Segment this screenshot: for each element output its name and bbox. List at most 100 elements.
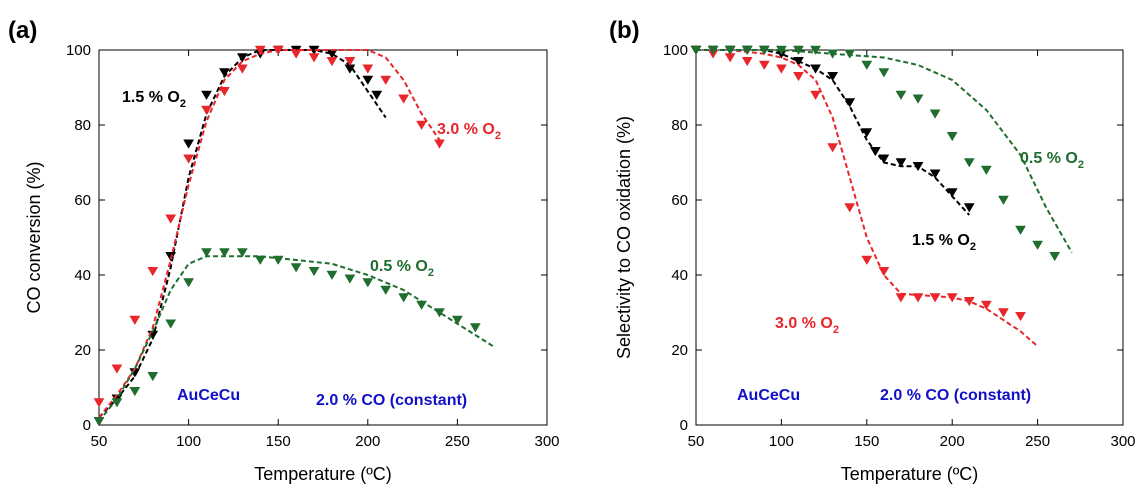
data-point — [879, 69, 889, 78]
y-tick-label: 20 — [671, 342, 688, 359]
chart-panel-a: (a)50 100 150 200 250 300020406080100Temperat… — [8, 17, 560, 484]
panel-label: (a) — [8, 17, 37, 44]
x-tick-label: 150 — [854, 433, 879, 450]
data-point — [930, 294, 940, 303]
y-tick-label: 20 — [74, 342, 91, 359]
data-point — [237, 65, 247, 74]
y-tick-label: 100 — [66, 42, 91, 59]
annotation-text: 3.0 % O — [437, 121, 495, 138]
annotation-text: 0.5 % O — [1020, 150, 1078, 167]
data-point — [345, 275, 355, 284]
data-point — [219, 249, 229, 258]
data-point — [742, 57, 752, 66]
data-point — [930, 110, 940, 119]
data-point — [327, 271, 337, 280]
data-point — [202, 91, 212, 100]
data-point — [811, 65, 821, 74]
data-point — [998, 309, 1008, 318]
data-point — [255, 256, 265, 265]
data-point — [166, 215, 176, 224]
data-point — [434, 140, 444, 149]
data-point — [998, 196, 1008, 205]
x-tick-label: 300 — [534, 433, 559, 450]
annotation: AuCeCu — [737, 387, 800, 404]
data-point — [94, 399, 104, 408]
data-point — [759, 61, 769, 70]
data-point — [870, 147, 880, 156]
data-point — [845, 204, 855, 213]
annotation: 3.0 % O2 — [775, 315, 839, 336]
x-tick-label: 250 — [1025, 433, 1050, 450]
data-point — [930, 170, 940, 179]
annotation: 1.5 % O2 — [122, 89, 186, 110]
data-point — [381, 286, 391, 295]
series-1 — [691, 46, 1038, 346]
x-tick-label: 100 — [176, 433, 201, 450]
data-point — [1050, 252, 1060, 261]
annotation: AuCeCu — [177, 387, 240, 404]
y-axis-label: Selectivity to CO oxidation (%) — [614, 116, 634, 359]
data-point — [327, 57, 337, 66]
y-tick-label: 40 — [74, 267, 91, 284]
data-point — [273, 256, 283, 265]
y-tick-label: 60 — [74, 192, 91, 209]
data-point — [363, 65, 373, 74]
data-point — [981, 166, 991, 175]
x-tick-label: 200 — [355, 433, 380, 450]
series-2 — [691, 46, 1072, 261]
data-point — [776, 65, 786, 74]
plot-frame — [696, 50, 1123, 425]
annotation-text: 3.0 % O — [775, 315, 833, 332]
data-point — [793, 72, 803, 81]
data-point — [148, 267, 158, 276]
data-point — [399, 294, 409, 303]
data-point — [184, 155, 194, 164]
annotation: 3.0 % O2 — [437, 121, 501, 142]
annotation-subscript: 2 — [180, 98, 186, 110]
data-point — [913, 294, 923, 303]
data-point — [184, 279, 194, 288]
data-point — [94, 417, 104, 426]
y-tick-label: 0 — [83, 417, 91, 434]
x-tick-label: 100 — [769, 433, 794, 450]
data-point — [291, 264, 301, 273]
y-tick-label: 80 — [74, 117, 91, 134]
y-tick-label: 60 — [671, 192, 688, 209]
data-point — [148, 372, 158, 381]
annotation: 0.5 % O2 — [1020, 150, 1084, 171]
annotation: 0.5 % O2 — [370, 258, 434, 279]
data-point — [309, 54, 319, 63]
panel-label: (b) — [609, 17, 640, 44]
data-point — [879, 267, 889, 276]
x-tick-label: 50 — [91, 433, 108, 450]
chart-panel-b: (b) 50 100 150 200 250 300 0 20 40 60 80 100 Temperat… — [609, 17, 1136, 484]
data-point — [947, 132, 957, 141]
annotation-subscript: 2 — [428, 267, 434, 279]
plot-frame — [99, 50, 547, 425]
data-point — [845, 50, 855, 59]
data-point — [1016, 226, 1026, 235]
fit-line — [696, 50, 1072, 253]
data-point — [964, 204, 974, 213]
annotation: 2.0 % CO (constant) — [316, 392, 467, 409]
data-point — [184, 140, 194, 149]
annotation-text: 2.0 % CO (constant) — [316, 392, 467, 409]
annotation: 1.5 % O2 — [912, 232, 976, 253]
x-tick-label: 50 — [688, 433, 705, 450]
annotation-text: AuCeCu — [737, 387, 800, 404]
data-point — [913, 95, 923, 104]
x-axis-label: Temperature (ºC) — [254, 464, 392, 484]
data-point — [1033, 241, 1043, 250]
data-point — [896, 294, 906, 303]
data-point — [309, 267, 319, 276]
annotation-subscript: 2 — [1078, 159, 1084, 171]
data-point — [828, 144, 838, 153]
x-tick-label: 300 — [1110, 433, 1135, 450]
series-0 — [691, 46, 974, 215]
data-point — [470, 324, 480, 333]
data-point — [896, 91, 906, 100]
annotation-text: 2.0 % CO (constant) — [880, 387, 1031, 404]
data-point — [219, 87, 229, 96]
data-point — [112, 365, 122, 374]
